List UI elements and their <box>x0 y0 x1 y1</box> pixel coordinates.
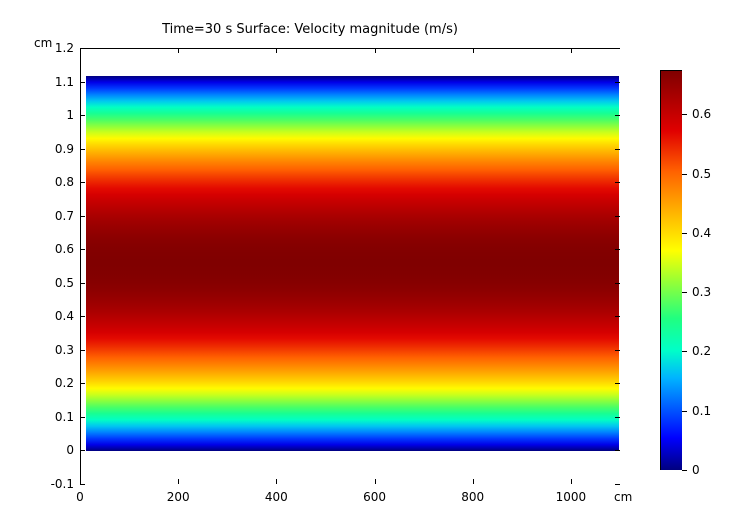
y-tick-label: 0.5 <box>38 276 74 290</box>
y-tick-label: 0.2 <box>38 376 74 390</box>
y-tick <box>80 417 85 418</box>
y-tick-label: 0.6 <box>38 242 74 256</box>
x-axis-unit: cm <box>614 490 632 504</box>
colorbar <box>661 71 682 470</box>
y-tick <box>615 48 620 49</box>
y-tick <box>615 450 620 451</box>
x-tick-label: 600 <box>350 490 400 504</box>
x-tick-label: 0 <box>55 490 105 504</box>
y-tick-label: 0.3 <box>38 343 74 357</box>
y-tick-label: 0.1 <box>38 410 74 424</box>
y-tick <box>615 484 620 485</box>
y-tick <box>80 149 85 150</box>
y-tick <box>80 450 85 451</box>
x-tick <box>80 479 81 484</box>
colorbar-tick-label: 0.4 <box>692 226 711 240</box>
y-tick-label: 1 <box>38 108 74 122</box>
colorbar-tick <box>682 292 687 293</box>
y-tick <box>615 383 620 384</box>
y-tick <box>615 316 620 317</box>
colorbar-tick-label: 0.2 <box>692 344 711 358</box>
colorbar-tick <box>682 470 687 471</box>
x-tick <box>571 479 572 484</box>
colorbar-tick <box>682 174 687 175</box>
x-tick <box>178 48 179 53</box>
x-tick <box>178 479 179 484</box>
y-tick-label: 0.7 <box>38 209 74 223</box>
chart-root: Time=30 s Surface: Velocity magnitude (m… <box>0 0 741 531</box>
y-tick <box>615 216 620 217</box>
y-tick <box>80 283 85 284</box>
x-tick <box>473 479 474 484</box>
x-tick-label: 400 <box>251 490 301 504</box>
y-tick <box>80 484 85 485</box>
y-tick-label: 0 <box>38 443 74 457</box>
x-tick <box>80 48 81 53</box>
y-tick <box>80 82 85 83</box>
y-tick-label: 0.8 <box>38 175 74 189</box>
colorbar-tick-label: 0.6 <box>692 107 711 121</box>
y-tick <box>615 283 620 284</box>
colorbar-tick-label: 0 <box>692 463 700 477</box>
x-tick <box>276 479 277 484</box>
y-tick <box>615 115 620 116</box>
colorbar-tick-label: 0.3 <box>692 285 711 299</box>
x-tick <box>571 48 572 53</box>
y-tick <box>80 182 85 183</box>
x-tick-label: 800 <box>448 490 498 504</box>
y-tick <box>615 417 620 418</box>
colorbar-tick <box>682 411 687 412</box>
x-tick-label: 1000 <box>546 490 596 504</box>
x-tick-label: 200 <box>153 490 203 504</box>
x-tick <box>473 48 474 53</box>
y-tick <box>80 383 85 384</box>
y-tick <box>80 249 85 250</box>
x-tick <box>375 479 376 484</box>
y-tick <box>615 249 620 250</box>
colorbar-tick-label: 0.5 <box>692 167 711 181</box>
y-tick <box>615 149 620 150</box>
colorbar-tick <box>682 114 687 115</box>
y-tick <box>80 216 85 217</box>
colorbar-tick <box>682 351 687 352</box>
x-tick <box>375 48 376 53</box>
y-tick <box>615 82 620 83</box>
y-tick-label: 1.2 <box>38 41 74 55</box>
colorbar-tick-label: 0.1 <box>692 404 711 418</box>
chart-title: Time=30 s Surface: Velocity magnitude (m… <box>0 22 620 37</box>
y-tick-label: 0.4 <box>38 309 74 323</box>
colorbar-tick <box>682 233 687 234</box>
y-tick <box>80 350 85 351</box>
x-tick <box>276 48 277 53</box>
velocity-surface <box>86 76 619 452</box>
y-tick-label: -0.1 <box>38 477 74 491</box>
y-tick-label: 1.1 <box>38 75 74 89</box>
y-tick <box>80 115 85 116</box>
plot-area <box>81 49 620 484</box>
y-tick-label: 0.9 <box>38 142 74 156</box>
y-tick <box>615 182 620 183</box>
y-tick <box>615 350 620 351</box>
y-tick <box>80 316 85 317</box>
